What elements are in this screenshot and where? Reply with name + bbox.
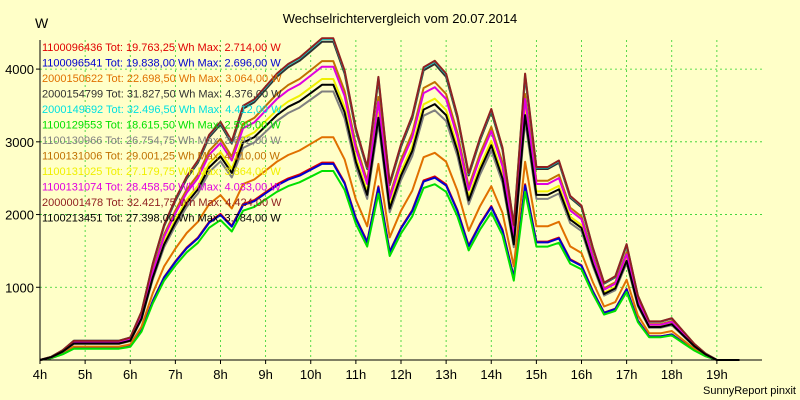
legend-entry-4: 2000149692 Tot: 32.496,50 Wh Max: 4.412,… [42,104,282,116]
x-tick-label: 17h [616,367,638,382]
y-tick-label: 2000 [5,208,34,223]
x-tick-label: 6h [123,367,137,382]
y-axis-ticks: 1000 2000 3000 4000 [5,62,40,295]
y-tick-label: 3000 [5,135,34,150]
x-tick-label: 10h [300,367,322,382]
y-axis-unit-label: W [35,15,49,31]
x-tick-label: 13h [435,367,457,382]
y-tick-label: 1000 [5,280,34,295]
x-axis-ticks: 4h 5h 6h 7h 8h 9h 10h 11h 12h 13h 14h 15h 16h 17h 18h 1… [33,360,728,382]
legend-entry-5: 1100129553 Tot: 18.615,50 Wh Max: 2.599,… [42,120,281,132]
x-tick-label: 18h [661,367,683,382]
x-tick-label: 15h [526,367,548,382]
credit-label: SunnyReport pinxit [703,385,796,397]
x-tick-label: 16h [571,367,593,382]
x-tick-label: 7h [168,367,182,382]
legend-entry-7: 1100131006 Tot: 29.001,25 Wh Max: 4.110,… [42,151,281,163]
legend-entry-8: 1100131025 Tot: 27.179,75 Wh Max: 3.864,… [42,166,281,178]
chart-title: Wechselrichtervergleich vom 20.07.2014 [283,11,518,26]
legend-entry-3: 2000154799 Tot: 31.827,50 Wh Max: 4.376,… [42,89,282,101]
legend-entry-1: 1100096541 Tot: 19.838,00 Wh Max: 2.696,… [42,58,281,70]
series-line-11 [39,83,740,361]
legend: 1100096436 Tot: 19.763,25 Wh Max: 2.714,… [42,42,282,225]
x-tick-label: 5h [78,367,92,382]
grid-lines [40,40,762,360]
legend-entry-0: 1100096436 Tot: 19.763,25 Wh Max: 2.714,… [42,42,281,54]
x-tick-label: 4h [33,367,47,382]
series-line-10 [39,37,740,361]
legend-entry-11: 1100213451 Tot: 27.398,00 Wh Max: 3.784,… [42,213,281,225]
series-line-5 [39,170,740,361]
x-tick-label: 14h [480,367,502,382]
x-tick-label: 8h [213,367,227,382]
legend-entry-9: 1100131074 Tot: 28.458,50 Wh Max: 4.033,… [42,182,281,194]
series-line-2 [39,136,740,361]
legend-entry-6: 1100130966 Tot: 26.754,75 Wh Max: 3.692,… [42,135,281,147]
legend-entry-10: 2000001478 Tot: 32.421,75 Wh Max: 4.424,… [42,197,282,209]
y-tick-label: 4000 [5,62,34,77]
x-tick-label: 9h [258,367,272,382]
series-line-9 [39,65,740,361]
series-lines [39,37,740,361]
x-tick-label: 19h [706,367,728,382]
x-tick-label: 11h [346,367,367,382]
x-tick-label: 12h [390,367,412,382]
legend-entry-2: 2000150622 Tot: 22.698,50 Wh Max: 3.064,… [42,73,282,85]
